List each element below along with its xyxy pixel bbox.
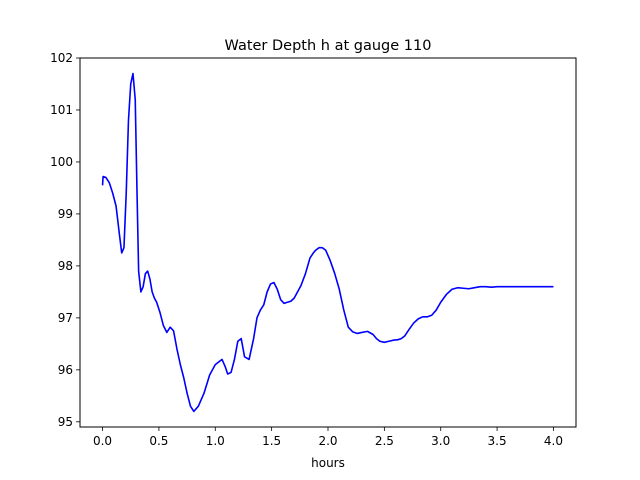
y-tick-label: 99 (58, 207, 73, 221)
x-tick-label: 1.5 (262, 434, 281, 448)
x-tick-label: 0.0 (93, 434, 112, 448)
x-tick-label: 3.0 (431, 434, 450, 448)
y-tick-label: 102 (50, 51, 73, 65)
plot-background (80, 58, 576, 427)
y-axis: 95 96 97 98 99 100 101 102 (50, 51, 80, 429)
y-tick-label: 101 (50, 103, 73, 117)
x-tick-label: 1.0 (206, 434, 225, 448)
x-tick-label: 2.0 (318, 434, 337, 448)
x-tick-label: 0.5 (149, 434, 168, 448)
series-line (101, 72, 554, 413)
y-tick-label: 98 (58, 259, 73, 273)
y-tick-label: 100 (50, 155, 73, 169)
chart-title: Water Depth h at gauge 110 (225, 38, 432, 54)
y-tick-label: 96 (58, 363, 73, 377)
plot-area (79, 57, 577, 428)
x-axis: 0.0 0.5 1.0 1.5 2.0 2.5 3.0 3.5 4.0 (93, 427, 563, 448)
y-tick-label: 95 (58, 415, 73, 429)
x-tick-label: 2.5 (375, 434, 394, 448)
x-tick-label: 4.0 (544, 434, 563, 448)
y-tick-label: 97 (58, 311, 73, 325)
x-tick-label: 3.5 (488, 434, 507, 448)
x-axis-label: hours (311, 456, 345, 470)
